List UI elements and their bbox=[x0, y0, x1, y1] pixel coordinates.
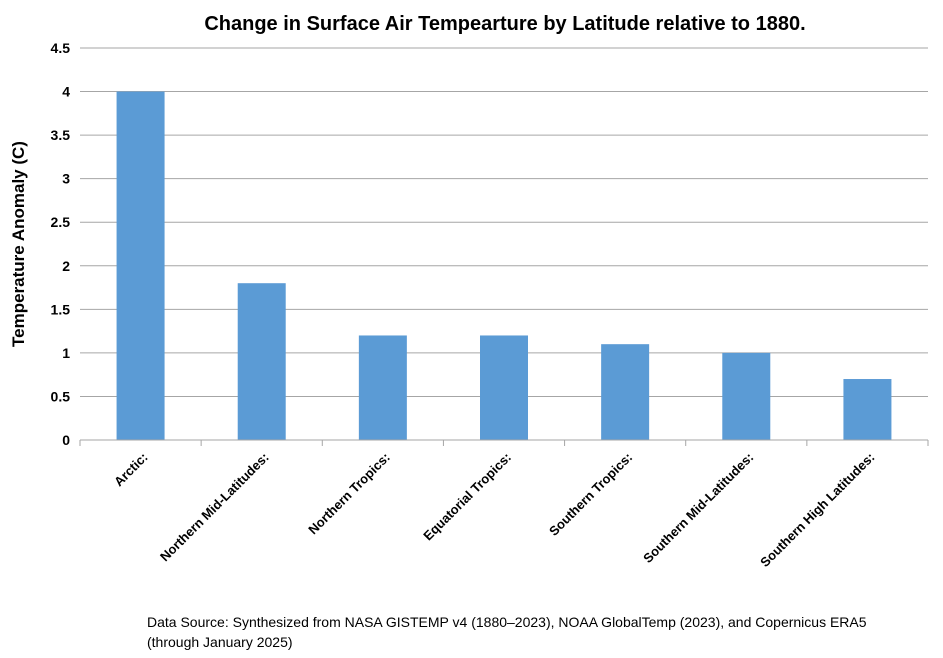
bar bbox=[237, 283, 286, 440]
y-tick-label: 2.5 bbox=[51, 214, 71, 230]
y-tick-label: 0 bbox=[62, 432, 70, 448]
x-tick-label: Arctic: bbox=[111, 450, 151, 490]
x-tick-label: Equatorial Tropics: bbox=[420, 450, 514, 544]
y-tick-label: 4 bbox=[62, 84, 70, 100]
y-tick-label: 0.5 bbox=[51, 388, 71, 404]
gridlines bbox=[80, 47, 928, 397]
data-source-note: Data Source: Synthesized from NASA GISTE… bbox=[147, 614, 867, 650]
chart-title: Change in Surface Air Tempearture by Lat… bbox=[204, 13, 805, 35]
y-tick-label: 1 bbox=[62, 345, 70, 361]
x-tick-labels: Arctic: Northern Mid-Latitudes: Northern T… bbox=[79, 440, 929, 570]
x-tick-label: Southern High Latitudes: bbox=[757, 450, 877, 570]
x-tick-label: Southern Mid-Latitudes: bbox=[640, 450, 756, 566]
bar bbox=[358, 335, 407, 440]
bar bbox=[601, 344, 650, 440]
x-tick-label: Southern Tropics: bbox=[546, 450, 635, 539]
y-tick-label: 4.5 bbox=[51, 40, 71, 56]
x-tick-label: Northern Tropics: bbox=[305, 450, 393, 538]
bars bbox=[116, 91, 892, 441]
y-tick-label: 3.5 bbox=[51, 127, 71, 143]
y-tick-label: 3 bbox=[62, 171, 70, 187]
bar bbox=[722, 352, 771, 440]
bar bbox=[480, 335, 528, 440]
y-axis-label: Temperature Anomaly (C) bbox=[9, 141, 28, 347]
bar bbox=[116, 91, 165, 441]
x-tick-label: Northern Mid-Latitudes: bbox=[157, 450, 272, 565]
bar bbox=[843, 379, 892, 440]
y-tick-label: 2 bbox=[62, 258, 70, 274]
y-tick-labels: 0 0.5 1 1.5 2 2.5 3 3.5 4 4.5 bbox=[51, 40, 71, 448]
y-tick-label: 1.5 bbox=[51, 301, 71, 317]
